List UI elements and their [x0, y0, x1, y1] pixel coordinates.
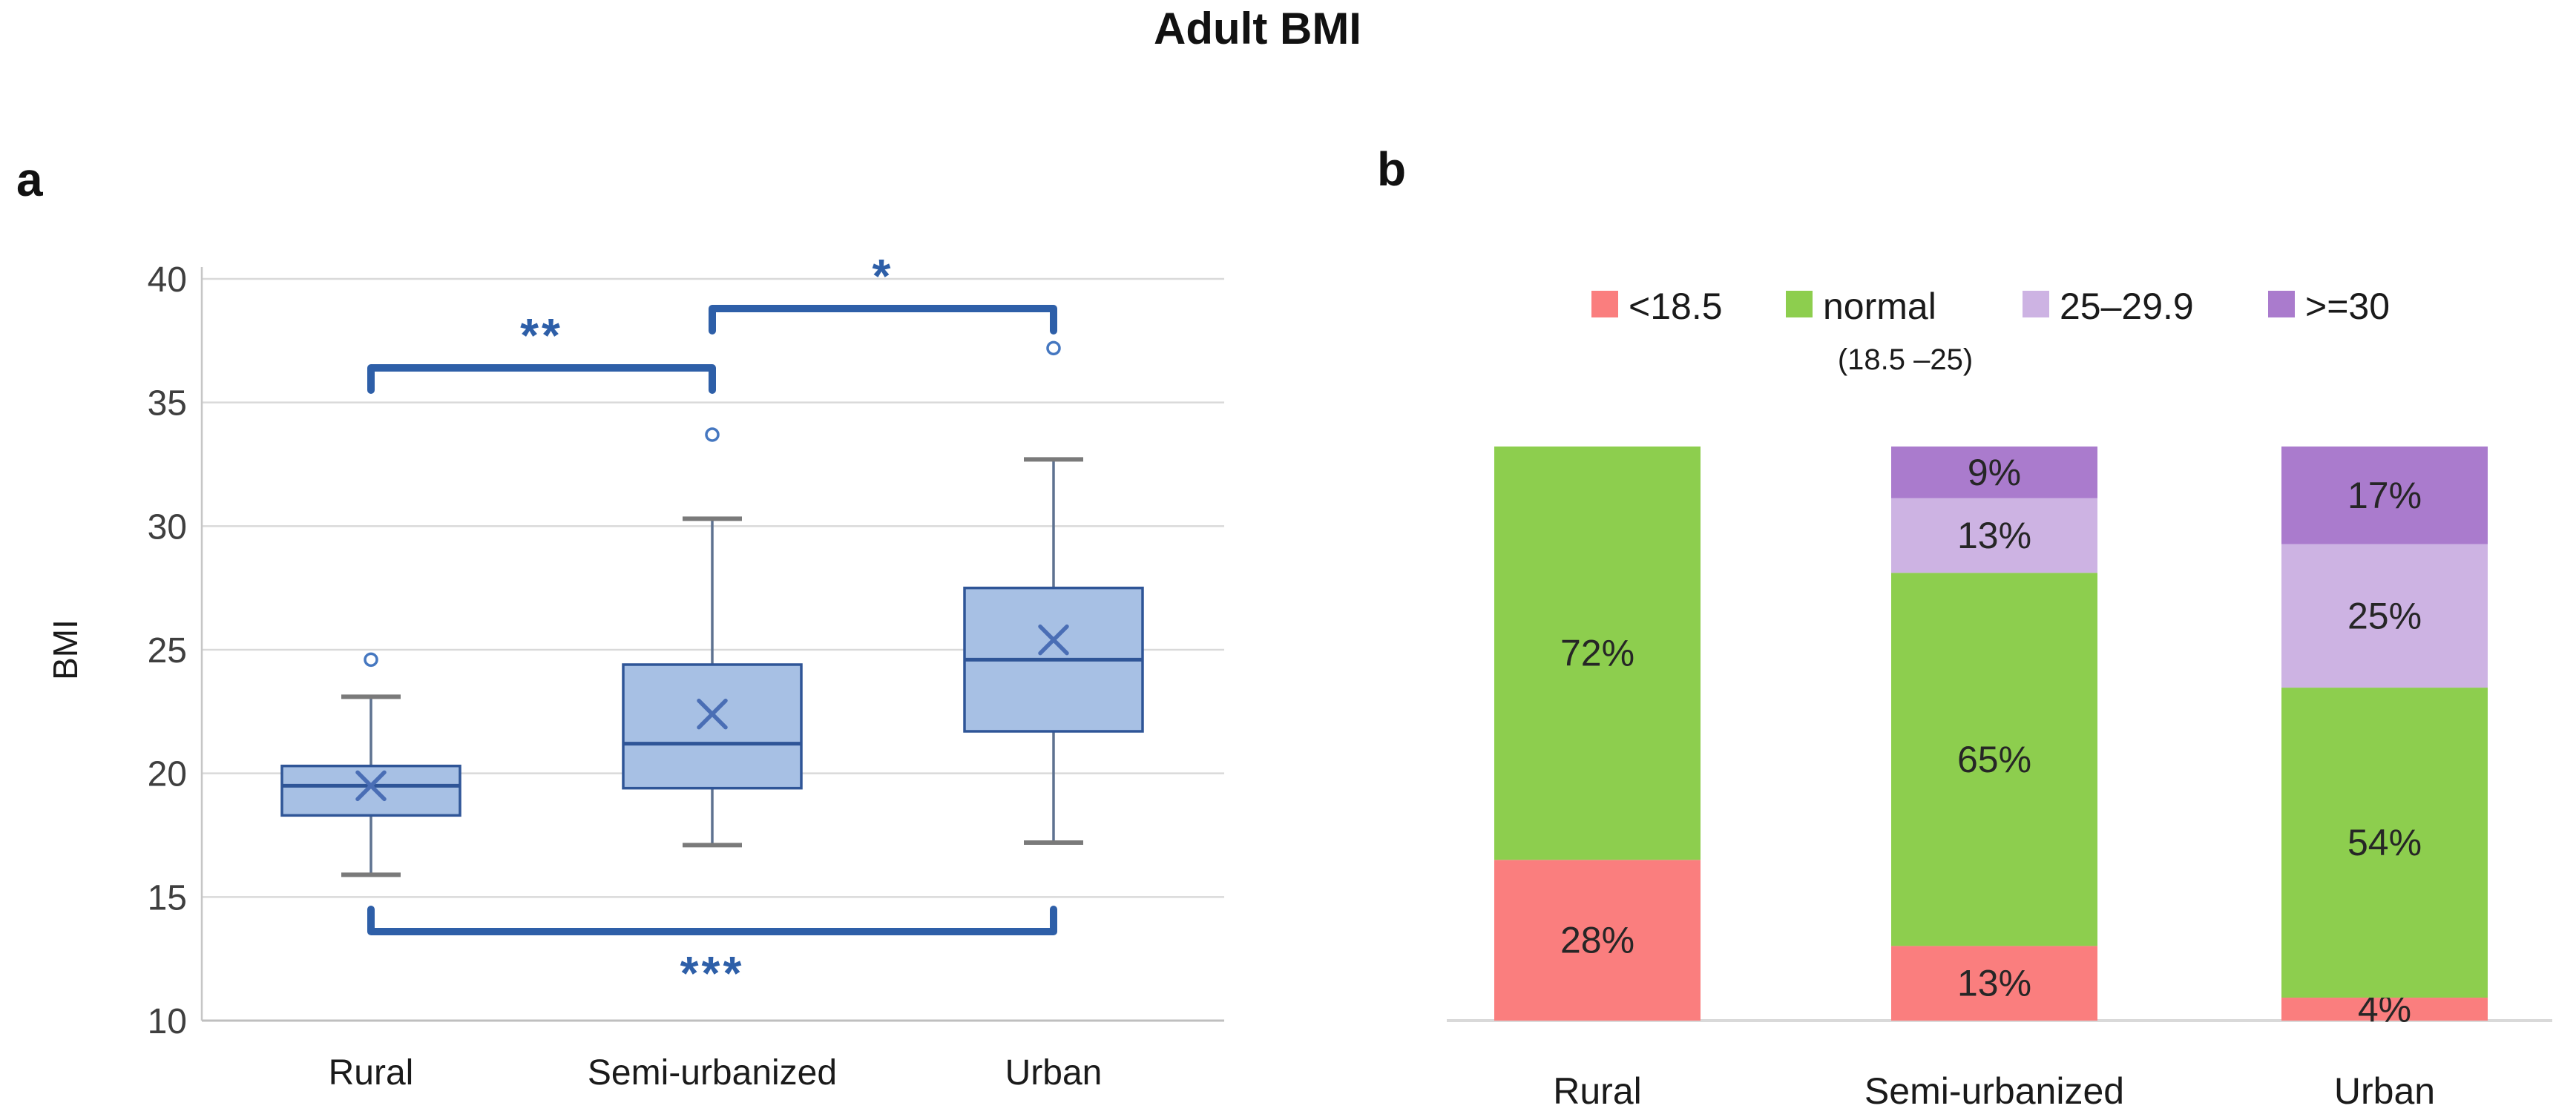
box-semi-urbanized: Semi-urbanized — [588, 427, 837, 1093]
outlier-point — [364, 652, 378, 668]
legend-item-3: 25–29.9 — [2023, 286, 2194, 327]
stacked-bar-urban: 4%54%25%17%Urban — [2281, 447, 2488, 1112]
significance-bracket-1 — [367, 364, 716, 394]
bar-segment-value: 17% — [2347, 475, 2422, 516]
bar-segment — [2281, 447, 2488, 544]
y-tick-label-40: 40 — [148, 260, 187, 300]
y-tick-label-15: 15 — [148, 878, 187, 918]
legend-label: >=30 — [2305, 286, 2390, 327]
x-category-label: Urban — [2334, 1070, 2435, 1112]
bar-segment — [1891, 946, 2097, 1021]
legend-swatch — [2268, 291, 2295, 317]
bar-segment — [1494, 447, 1701, 860]
mean-marker — [1038, 624, 1069, 656]
bar-segment — [2281, 998, 2488, 1021]
stacked-bar-panel: <18.5 normal (18.5 –25) 25–29.9 >=30 28% 72% Ru… — [1447, 286, 2552, 1112]
legend-swatch — [1591, 291, 1618, 317]
x-category-label: Urban — [1005, 1053, 1103, 1093]
outlier-point — [705, 427, 720, 442]
legend-label: 25–29.9 — [2060, 286, 2194, 327]
y-tick-label-10: 10 — [148, 1002, 187, 1041]
bar-segment — [2281, 544, 2488, 688]
significance-stars-2: * — [873, 249, 894, 303]
box-rural: Rural — [280, 652, 461, 1093]
bar-segment-value: 13% — [1957, 515, 2031, 556]
legend-item-4: >=30 — [2268, 286, 2390, 327]
bar-segment-value: 9% — [1968, 452, 2021, 493]
bar-segment — [1891, 447, 2097, 498]
iqr-box — [622, 663, 803, 790]
x-category-label: Semi-urbanized — [588, 1053, 837, 1093]
legend-item-2: normal (18.5 –25) — [1786, 286, 1973, 376]
y-axis-title: BMI — [46, 619, 85, 680]
bar-segment-value: 72% — [1560, 633, 1634, 674]
significance-bracket-3 — [367, 906, 1057, 935]
stacked-bar-rural: 28% 72% Rural — [1494, 447, 1701, 1112]
y-tick-label-20: 20 — [148, 755, 187, 794]
panel-a-label: a — [16, 153, 43, 206]
stacked-bar-semi-urbanized: 13% 65% 13% 9% Semi-urbanized — [1864, 447, 2124, 1112]
bar-segment — [1891, 498, 2097, 573]
bar-segment — [2281, 688, 2488, 998]
panel-b-label: b — [1377, 142, 1407, 196]
mean-marker — [697, 698, 728, 730]
x-category-label: Rural — [329, 1053, 414, 1093]
bar-segment-value: 54% — [2347, 822, 2422, 863]
x-category-label: Rural — [1553, 1070, 1641, 1112]
bar-segment-value: 28% — [1560, 920, 1634, 961]
legend-swatch — [2023, 291, 2049, 317]
bar-segment-value: 13% — [1957, 963, 2031, 1004]
bar-segment — [1891, 573, 2097, 946]
box-urban: Urban — [963, 340, 1144, 1093]
bar-segment-value: 65% — [1957, 739, 2031, 780]
legend-item-1: <18.5 — [1591, 286, 1723, 327]
significance-bracket-2 — [709, 305, 1057, 335]
legend-label: <18.5 — [1629, 286, 1723, 327]
legend-sublabel: (18.5 –25) — [1838, 343, 1973, 376]
figure-title: Adult BMI — [1154, 4, 1361, 53]
iqr-box — [280, 764, 461, 817]
outlier-point — [1046, 340, 1061, 356]
significance-stars-3: *** — [680, 946, 745, 1000]
legend-swatch — [1786, 291, 1813, 317]
legend: <18.5 normal (18.5 –25) 25–29.9 >=30 — [1591, 286, 2390, 376]
y-tick-label-30: 30 — [148, 507, 187, 547]
significance-stars-1: ** — [520, 309, 563, 362]
bar-segment-value: 25% — [2347, 595, 2422, 636]
x-category-label: Semi-urbanized — [1864, 1070, 2124, 1112]
legend-label: normal — [1823, 286, 1936, 327]
y-tick-label-25: 25 — [148, 631, 187, 671]
bar-segment — [1494, 860, 1701, 1021]
y-tick-label-35: 35 — [148, 384, 187, 424]
mean-marker — [355, 770, 387, 802]
